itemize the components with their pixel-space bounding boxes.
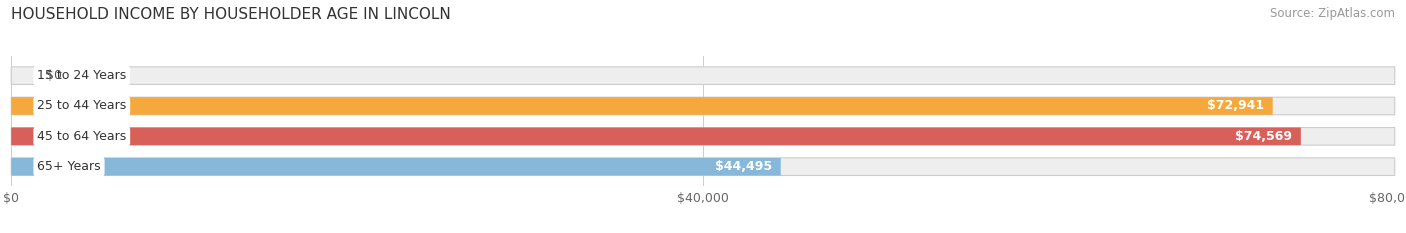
Text: 25 to 44 Years: 25 to 44 Years <box>37 99 127 113</box>
Text: 65+ Years: 65+ Years <box>37 160 101 173</box>
FancyBboxPatch shape <box>11 97 1272 115</box>
FancyBboxPatch shape <box>11 127 1395 145</box>
Text: $44,495: $44,495 <box>716 160 772 173</box>
Text: $74,569: $74,569 <box>1236 130 1292 143</box>
Text: HOUSEHOLD INCOME BY HOUSEHOLDER AGE IN LINCOLN: HOUSEHOLD INCOME BY HOUSEHOLDER AGE IN L… <box>11 7 451 22</box>
FancyBboxPatch shape <box>11 158 780 175</box>
Text: $72,941: $72,941 <box>1206 99 1264 113</box>
FancyBboxPatch shape <box>11 97 1395 115</box>
Text: $0: $0 <box>46 69 62 82</box>
Text: Source: ZipAtlas.com: Source: ZipAtlas.com <box>1270 7 1395 20</box>
Text: 15 to 24 Years: 15 to 24 Years <box>37 69 127 82</box>
FancyBboxPatch shape <box>11 127 1301 145</box>
FancyBboxPatch shape <box>11 158 1395 175</box>
Text: 45 to 64 Years: 45 to 64 Years <box>37 130 127 143</box>
FancyBboxPatch shape <box>11 67 1395 84</box>
